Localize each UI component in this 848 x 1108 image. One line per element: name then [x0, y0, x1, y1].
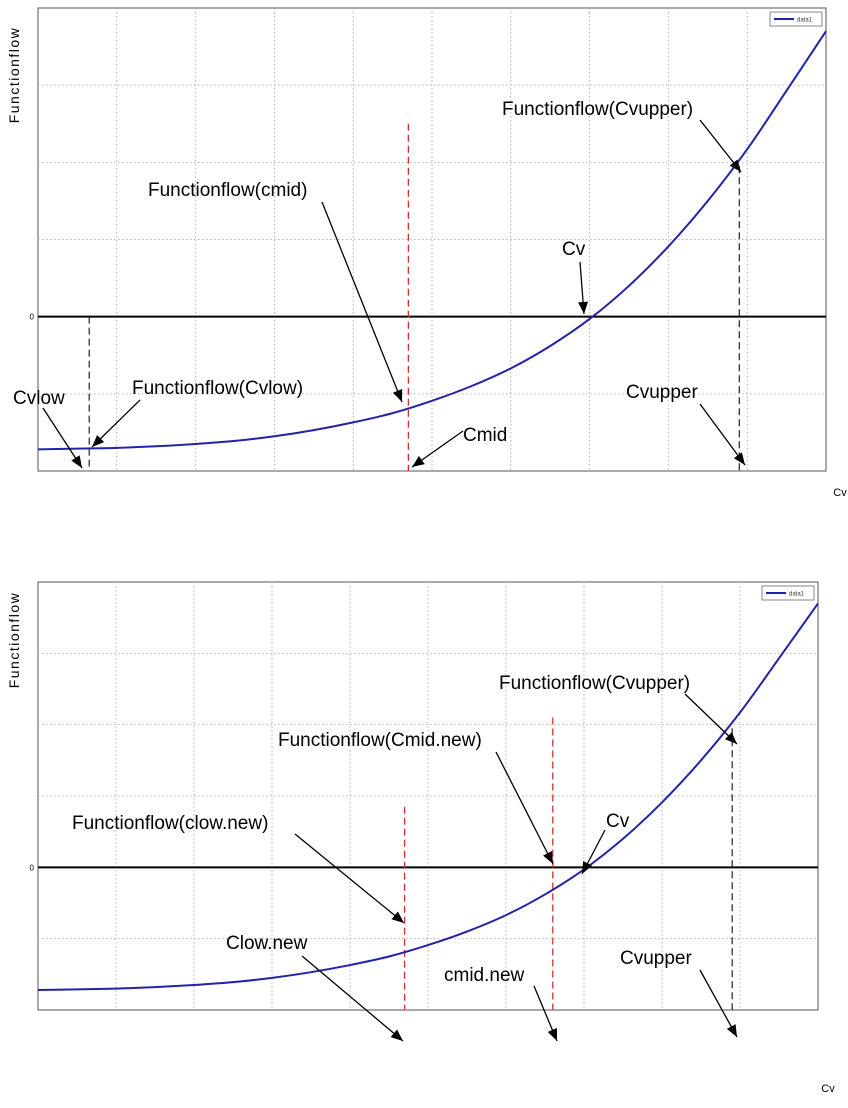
series-line-data1 — [37, 30, 827, 451]
annotation-b2: Functionflow(Cmid.new) — [278, 730, 554, 865]
y-tick-label: 0 — [30, 313, 35, 322]
annotation-arrow — [495, 751, 554, 865]
legend: data1 — [769, 11, 823, 27]
arrowhead-icon — [92, 435, 105, 447]
arrowhead-icon — [543, 851, 553, 864]
annotation-a4: Cvlow — [13, 388, 83, 469]
y-tick-label: 0 — [30, 863, 35, 872]
chart-panel-1: 0 data1 Functionflow Cv Functionflow(Cvupper… — [6, 7, 847, 499]
legend-entry: data1 — [789, 592, 805, 598]
x-axis-label: Cv — [821, 1083, 835, 1095]
annotation-label: cmid.new — [444, 965, 525, 986]
annotation-a3: Cv — [562, 239, 589, 315]
arrowhead-icon — [726, 1024, 737, 1037]
annotation-arrow — [301, 955, 404, 1042]
y-axis-label: Functionflow — [6, 592, 22, 689]
annotation-arrow — [684, 693, 738, 745]
annotation-arrow — [699, 969, 738, 1038]
annotation-label: Cvlow — [13, 388, 65, 409]
annotation-arrow — [294, 833, 405, 924]
annotation-arrow — [321, 201, 403, 403]
arrowhead-icon — [733, 452, 745, 465]
arrowhead-icon — [547, 1028, 557, 1041]
annotation-arrow — [699, 403, 746, 466]
arrowhead-icon — [724, 732, 737, 744]
arrowhead-icon — [392, 389, 403, 402]
annotation-label: Functionflow(Cvupper) — [502, 99, 693, 120]
arrowhead-icon — [578, 301, 589, 314]
annotation-a5: Functionflow(Cvlow) — [91, 378, 303, 448]
arrowhead-icon — [582, 861, 592, 874]
series-line-data1 — [37, 602, 819, 992]
annotation-label: Functionflow(clow.new) — [72, 813, 268, 834]
annotation-label: Cv — [606, 811, 630, 832]
legend-entry: data1 — [797, 18, 813, 24]
annotation-label: Functionflow(Cvlow) — [132, 378, 303, 399]
annotation-b5: Clow.new — [226, 933, 404, 1042]
legend-box — [769, 11, 823, 27]
chart-panel-2: 0 data1 Functionflow Cv Functionflow(Cvupper… — [6, 581, 835, 1095]
annotation-b6: cmid.new — [444, 965, 558, 1042]
annotation-label: Clow.new — [226, 933, 308, 954]
annotation-b4: Cv — [581, 811, 630, 875]
annotation-label: Cvupper — [620, 948, 692, 969]
annotation-label: Cmid — [463, 425, 507, 446]
y-axis-label: Functionflow — [6, 27, 22, 124]
arrowhead-icon — [412, 455, 425, 467]
arrowhead-icon — [390, 1029, 403, 1041]
annotation-label: Functionflow(Cvupper) — [499, 673, 690, 694]
arrowhead-icon — [391, 911, 404, 923]
annotation-b7: Cvupper — [620, 948, 738, 1038]
arrowhead-icon — [71, 455, 82, 468]
annotation-a1: Functionflow(Cvupper) — [502, 99, 742, 173]
annotation-a7: Cmid — [411, 425, 507, 468]
annotation-a2: Functionflow(cmid) — [148, 180, 403, 403]
annotation-b3: Functionflow(clow.new) — [72, 813, 405, 924]
legend-box — [761, 585, 815, 601]
annotation-label: Functionflow(cmid) — [148, 180, 307, 201]
annotation-label: Cv — [562, 239, 586, 260]
annotation-b1: Functionflow(Cvupper) — [499, 673, 738, 745]
x-axis-label: Cv — [833, 487, 847, 499]
annotation-a6: Cvupper — [626, 382, 746, 466]
arrowhead-icon — [729, 159, 741, 172]
annotation-label: Cvupper — [626, 382, 698, 403]
legend: data1 — [761, 585, 815, 601]
annotation-label: Functionflow(Cmid.new) — [278, 730, 482, 751]
